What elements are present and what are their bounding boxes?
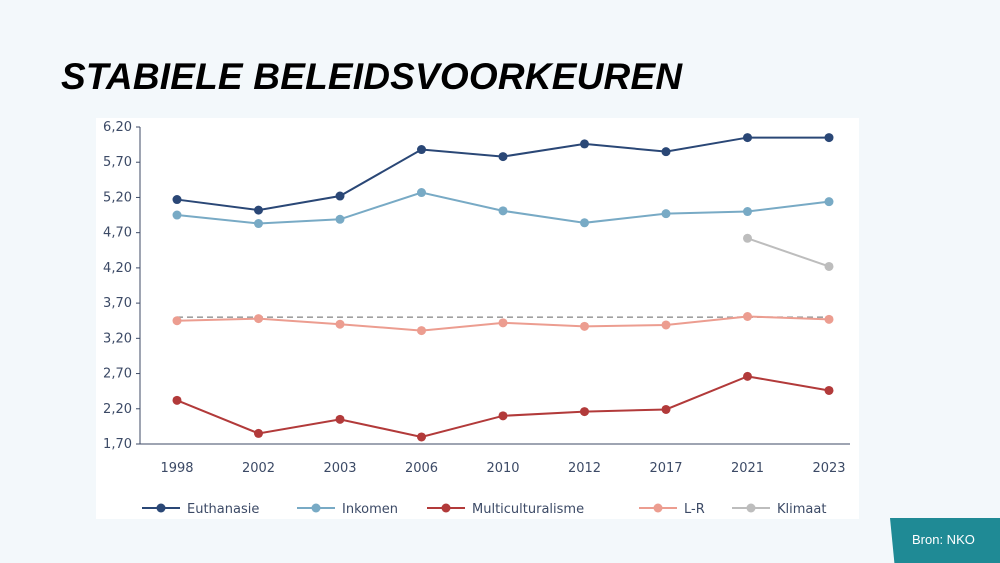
data-point-klimaat: [824, 261, 834, 271]
data-point-l-r: [417, 326, 426, 336]
x-tick-label: 2021: [731, 461, 764, 476]
data-point-l-r: [172, 316, 182, 326]
legend-label: Euthanasie: [187, 502, 259, 517]
data-point-euthanasie: [335, 191, 345, 201]
data-point-euthanasie: [824, 133, 834, 143]
chart-panel: 6,20 5,70 5,20 4,70 4,20 3,70 3,20 2,70 2,20 1,70…: [96, 118, 859, 519]
y-tick-label: 3,20: [103, 331, 132, 346]
source-badge: Bron: NKO: [890, 518, 1000, 563]
data-point-euthanasie: [417, 145, 426, 155]
data-point-inkomen: [661, 209, 671, 219]
data-point-inkomen: [498, 206, 508, 216]
data-point-klimaat: [743, 233, 752, 243]
y-tick-label: 6,20: [103, 120, 132, 135]
data-point-l-r: [580, 321, 589, 331]
data-point-multiculturalisme: [254, 428, 263, 438]
x-tick-label: 2006: [405, 461, 438, 476]
x-tick-label: 2003: [323, 461, 356, 476]
data-point-multiculturalisme: [661, 404, 671, 414]
x-tick-label: 2017: [649, 461, 682, 476]
line-chart: 6,20 5,70 5,20 4,70 4,20 3,70 3,20 2,70 2,20 1,70…: [103, 120, 850, 517]
legend-swatch-marker: [746, 503, 756, 513]
legend-swatch-marker: [156, 503, 166, 513]
data-point-euthanasie: [172, 195, 182, 205]
data-point-multiculturalisme: [743, 371, 752, 381]
series-line-euthanasie: [176, 136, 829, 212]
y-tick-label: 4,70: [103, 226, 132, 241]
data-point-euthanasie: [254, 205, 263, 215]
source-text: Bron: NKO: [912, 532, 975, 547]
series-line-klimaat: [747, 237, 830, 268]
data-point-multiculturalisme: [498, 411, 508, 421]
data-point-l-r: [254, 314, 263, 324]
data-point-inkomen: [743, 207, 752, 217]
data-point-euthanasie: [580, 139, 589, 149]
data-point-inkomen: [172, 210, 182, 220]
data-point-l-r: [661, 320, 671, 330]
legend-swatch-marker: [311, 503, 321, 513]
y-tick-label: 2,20: [103, 402, 132, 417]
y-tick-label: 3,70: [103, 296, 132, 311]
legend-swatch-marker: [653, 503, 663, 513]
y-tick-label: 5,20: [103, 190, 132, 205]
x-tick-label: 2010: [486, 461, 519, 476]
legend-swatch-marker: [441, 503, 451, 513]
y-tick-label: 1,70: [103, 437, 132, 452]
x-tick-label: 2023: [812, 461, 845, 476]
data-point-inkomen: [824, 197, 834, 207]
data-point-multiculturalisme: [335, 414, 345, 424]
series-line-multiculturalisme: [176, 375, 830, 438]
data-point-inkomen: [335, 214, 345, 224]
data-point-inkomen: [254, 219, 263, 229]
y-tick-label: 5,70: [103, 155, 132, 170]
data-point-l-r: [743, 311, 752, 321]
x-tick-label: 2012: [568, 461, 601, 476]
data-point-multiculturalisme: [417, 432, 426, 442]
data-point-euthanasie: [743, 133, 752, 143]
x-tick-label: 2002: [242, 461, 275, 476]
data-point-euthanasie: [661, 147, 671, 157]
data-point-l-r: [498, 318, 508, 328]
x-tick-label: 1998: [160, 461, 193, 476]
data-point-euthanasie: [498, 152, 508, 162]
data-point-inkomen: [417, 188, 426, 198]
data-point-multiculturalisme: [172, 395, 182, 405]
data-point-inkomen: [580, 218, 589, 228]
data-point-multiculturalisme: [824, 385, 834, 395]
legend-label: Multiculturalisme: [472, 502, 584, 517]
y-tick-label: 4,20: [103, 261, 132, 276]
data-point-multiculturalisme: [580, 407, 589, 417]
data-point-l-r: [335, 319, 345, 329]
legend-label: Inkomen: [342, 502, 398, 517]
legend-label: L-R: [684, 502, 705, 517]
y-tick-label: 2,70: [103, 367, 132, 382]
data-point-l-r: [824, 314, 834, 324]
legend-label: Klimaat: [777, 502, 826, 517]
slide-title: STABIELE BELEIDSVOORKEUREN: [61, 56, 683, 97]
